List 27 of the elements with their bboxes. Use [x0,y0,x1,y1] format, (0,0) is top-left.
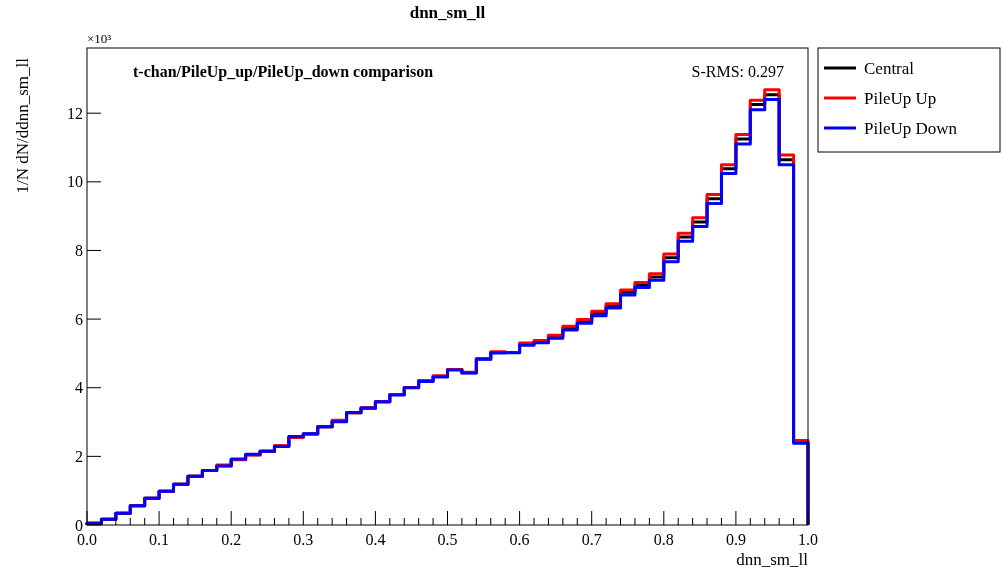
x-tick-label: 0.2 [221,531,242,548]
y-tick-label: 4 [75,379,83,397]
legend-label: Central [864,59,915,78]
chart-title: dnn_sm_ll [409,3,486,22]
x-axis-title: dnn_sm_ll [736,550,809,569]
x-tick-label: 1.0 [798,531,818,548]
y-tick-label: 6 [75,310,83,328]
x-tick-label: 0.3 [293,531,314,548]
y-tick-label: 8 [75,241,83,259]
y-tick-label: 10 [67,173,83,191]
y-tick-label: 12 [67,104,83,122]
y-tick-label: 0 [75,516,83,534]
annotation: S-RMS: 0.297 [691,63,784,80]
legend-label: PileUp Up [864,89,937,108]
x-tick-label: 0.4 [365,531,386,548]
x-tick-label: 0.6 [509,531,530,548]
x-tick-label: 0.5 [437,531,458,548]
annotation: t-chan/PileUp_up/PileUp_down comparison [133,63,434,81]
x-tick-label: 0.1 [149,531,170,548]
x-tick-label: 0.9 [725,531,746,548]
y-tick-label: 2 [75,447,83,465]
legend-label: PileUp Down [864,119,958,138]
x-tick-label: 0.7 [581,531,602,548]
x-tick-label: 0.8 [653,531,674,548]
y-axis-title: 1/N dN/ddnn_sm_ll [13,57,32,194]
x-tick-label: 0.0 [77,531,97,548]
text: ×10³ [87,31,112,46]
